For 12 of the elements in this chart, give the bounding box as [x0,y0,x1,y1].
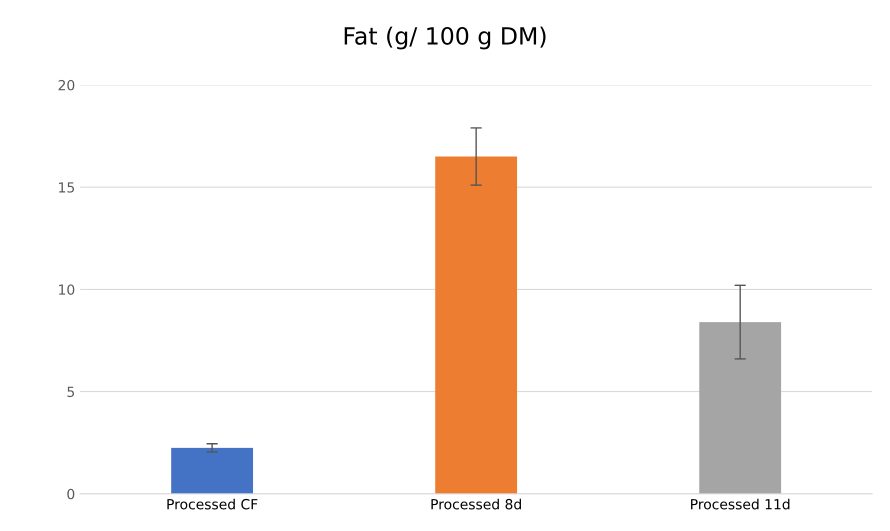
y-tick-label: 15 [59,182,74,193]
x-tick-label: Processed CF [167,498,258,510]
x-tick-label: Processed 11d [691,498,790,510]
y-tick-label: 0 [67,488,74,500]
x-tick-label: Processed 8d [431,498,521,510]
bar [171,448,254,494]
chart-title: Fat (g/ 100 g DM) [344,26,546,50]
y-tick-label: 20 [58,80,74,90]
y-tick-label: 5 [67,386,74,398]
bar [699,322,782,494]
y-tick-label: 10 [59,284,74,295]
bar [435,156,518,494]
